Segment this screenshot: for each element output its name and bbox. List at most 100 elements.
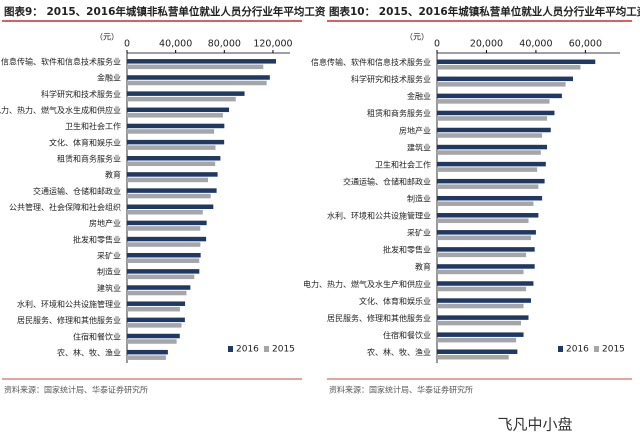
bar [127, 274, 195, 280]
bar [437, 354, 509, 360]
bar [127, 64, 264, 70]
bar [437, 303, 524, 309]
category-label: 电力、热力、燃气及水生成和供应业 [0, 105, 121, 115]
bar [127, 301, 186, 306]
bar [127, 107, 230, 113]
category-label: 公共管理、社会保障和社会组织 [9, 202, 121, 212]
x-tick-label: 80,000 [208, 39, 241, 50]
bar [127, 91, 245, 96]
bar [127, 129, 215, 134]
bar [437, 281, 534, 286]
chart-title: 图表9： 2015、2016年城镇非私营单位就业人员分行业年平均工资 [4, 5, 326, 18]
bar [127, 258, 200, 263]
category-label: 科学研究和技术服务业 [41, 89, 121, 99]
bar [437, 65, 581, 70]
bar [437, 332, 524, 337]
bar [127, 236, 207, 242]
category-label: 电力、热力、燃气及水生产和供应业 [303, 279, 431, 289]
category-label: 批发和零售业 [383, 245, 431, 255]
category-label: 信息传输、软件和信息技术服务业 [1, 57, 121, 67]
legend-swatch [228, 346, 233, 352]
category-label: 教育 [105, 170, 121, 180]
bar [127, 113, 223, 118]
bar [437, 349, 518, 354]
bar [127, 145, 216, 150]
bar [437, 144, 548, 150]
category-label: 采矿业 [407, 228, 431, 238]
bar [437, 264, 535, 269]
x-tick-label: 40,000 [159, 39, 192, 50]
bar [127, 188, 217, 193]
legend-label: 2016 [566, 345, 589, 355]
bar [127, 96, 236, 102]
bar [127, 177, 209, 183]
bar [127, 193, 211, 199]
legend-label: 2016 [236, 345, 259, 355]
bar [127, 204, 214, 209]
bar [437, 218, 529, 224]
category-label: 水利、环境和公共设施管理业 [17, 299, 121, 309]
bar [437, 286, 527, 292]
bar [437, 93, 562, 99]
legend-label: 2015 [272, 345, 295, 355]
category-label: 制造业 [97, 267, 121, 277]
bar [437, 178, 545, 184]
category-label: 教育 [415, 262, 431, 272]
bar [127, 75, 270, 80]
chart-title: 图表10： 2015、2016年城镇私营单位就业人员分行业年平均工资 [329, 5, 640, 18]
category-label: 卫生和社会工作 [65, 121, 121, 131]
category-label: 制造业 [407, 193, 431, 203]
bar [437, 110, 555, 116]
legend-swatch [558, 346, 563, 352]
bar [127, 333, 180, 339]
bar [127, 220, 207, 226]
category-label: 批发和零售业 [73, 234, 121, 244]
bar [127, 339, 177, 344]
category-label: 科学研究和技术服务业 [351, 74, 431, 84]
category-label: 文化、体育和娱乐业 [359, 296, 431, 306]
bar [127, 139, 225, 145]
bar [437, 76, 574, 82]
unit-label: （元） [405, 33, 429, 42]
bar [127, 269, 200, 274]
bar [437, 298, 531, 303]
bar [437, 269, 524, 275]
x-tick-label: 40,000 [519, 39, 552, 50]
category-label: 农、林、牧、渔业 [367, 347, 431, 357]
category-label: 租赁和商务服务业 [367, 108, 431, 118]
bar [437, 184, 539, 189]
bar [437, 99, 550, 104]
category-label: 建筑业 [407, 142, 431, 152]
bar [127, 317, 185, 323]
bar [127, 349, 168, 355]
bar [437, 167, 538, 172]
x-tick-label: 0 [124, 39, 130, 50]
bar [437, 235, 531, 241]
category-label: 交通运输、仓储和邮政业 [343, 176, 431, 186]
category-label: 住宿和餐饮业 [73, 331, 121, 341]
category-label: 住宿和餐饮业 [383, 330, 431, 340]
x-tick-label: 120,000 [253, 39, 292, 50]
legend-swatch [264, 346, 269, 352]
bar [437, 337, 517, 343]
category-label: 交通运输、仓储和邮政业 [33, 186, 121, 196]
watermark: 飞凡中小盘 [497, 416, 572, 434]
bar [437, 82, 566, 87]
category-label: 金融业 [97, 73, 121, 83]
bar [437, 195, 543, 201]
category-label: 采矿业 [97, 250, 121, 260]
bar [127, 355, 166, 360]
bar [437, 252, 527, 258]
bar [437, 213, 539, 218]
category-label: 农、林、牧、渔业 [57, 347, 121, 357]
source: 资料来源：国家统计局、华泰证券研究所 [4, 385, 148, 395]
category-label: 居民服务、修理和其他服务业 [17, 315, 121, 325]
bar [437, 116, 548, 121]
source: 资料来源：国家统计局、华泰证券研究所 [329, 385, 473, 395]
bar [127, 156, 221, 161]
x-tick-label: 20,000 [470, 39, 503, 50]
category-label: 文化、体育和娱乐业 [49, 137, 121, 147]
bar [437, 315, 529, 320]
bar [127, 210, 203, 215]
